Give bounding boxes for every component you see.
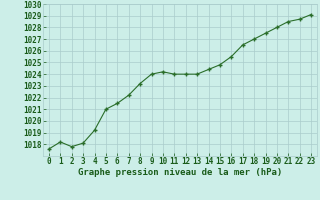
X-axis label: Graphe pression niveau de la mer (hPa): Graphe pression niveau de la mer (hPa) bbox=[78, 168, 282, 177]
